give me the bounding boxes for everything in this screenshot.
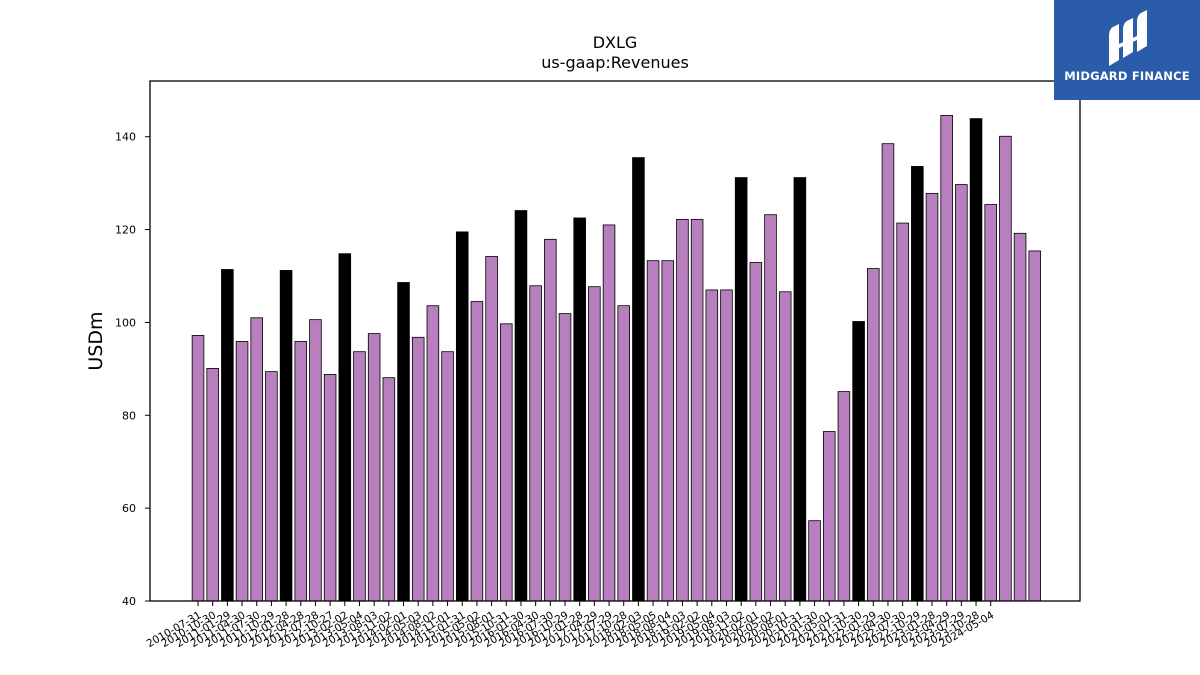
bar-27 xyxy=(588,286,601,602)
bar-24 xyxy=(544,238,557,602)
bar-21 xyxy=(500,323,513,602)
bar-51 xyxy=(940,114,953,602)
bar-10 xyxy=(338,253,352,602)
chart-subtitle: us-gaap:Revenues xyxy=(541,53,689,72)
logo-text: MIDGARD FINANCE xyxy=(1064,69,1190,83)
bar-54 xyxy=(984,204,997,602)
bar-53 xyxy=(969,118,983,602)
bar-28 xyxy=(602,224,616,602)
bar-40 xyxy=(778,291,792,602)
bar-20 xyxy=(485,256,498,602)
plot-area xyxy=(191,114,1042,602)
bar-50 xyxy=(925,192,939,602)
bar-56 xyxy=(1013,232,1027,602)
bar-4 xyxy=(250,317,263,602)
bar-5 xyxy=(265,371,278,602)
bar-22 xyxy=(514,210,528,602)
midgard-finance-logo: MIDGARD FINANCE xyxy=(1054,0,1200,100)
bar-42 xyxy=(808,520,821,602)
bar-32 xyxy=(661,260,675,602)
bar-11 xyxy=(353,351,366,602)
bar-18 xyxy=(455,231,469,602)
bar-34 xyxy=(690,218,704,602)
bar-37 xyxy=(734,177,748,602)
bar-48 xyxy=(896,222,909,602)
y-tick-label: 80 xyxy=(122,409,136,422)
bar-31 xyxy=(646,260,660,602)
bar-26 xyxy=(573,217,586,602)
bar-52 xyxy=(955,184,968,602)
y-axis-label: USDm xyxy=(85,311,107,370)
bar-45 xyxy=(852,321,865,602)
bar-38 xyxy=(749,262,763,602)
bar-6 xyxy=(279,270,293,602)
bar-25 xyxy=(558,313,572,602)
bar-8 xyxy=(309,319,322,602)
bar-1 xyxy=(206,367,219,602)
midgard-logo-icon xyxy=(1109,10,1147,66)
bar-39 xyxy=(764,214,777,602)
bar-43 xyxy=(822,431,836,602)
bar-55 xyxy=(999,135,1012,602)
bar-47 xyxy=(881,143,895,602)
bar-35 xyxy=(705,289,719,602)
bar-12 xyxy=(367,333,381,602)
bar-46 xyxy=(867,268,880,602)
y-tick-label: 140 xyxy=(115,131,136,144)
bar-41 xyxy=(793,177,807,602)
bar-3 xyxy=(235,341,249,602)
bar-13 xyxy=(382,377,396,602)
bar-19 xyxy=(470,301,484,602)
bar-2 xyxy=(221,269,234,602)
bar-7 xyxy=(294,341,308,602)
y-tick-label: 40 xyxy=(122,595,136,608)
bar-16 xyxy=(426,305,440,602)
y-tick-label: 100 xyxy=(115,316,136,329)
bar-0 xyxy=(191,335,205,602)
y-tick-label: 120 xyxy=(115,224,136,237)
bar-44 xyxy=(837,391,851,602)
bar-23 xyxy=(529,285,542,602)
y-axis: 40 60 80 100 120 140 xyxy=(115,131,150,608)
bar-17 xyxy=(441,351,454,602)
bar-33 xyxy=(676,218,689,602)
bar-36 xyxy=(720,289,733,602)
x-axis: 2010-07-312010-10-302011-01-292011-04-30… xyxy=(145,601,996,650)
bar-29 xyxy=(617,305,630,602)
bar-9 xyxy=(323,374,337,602)
bar-30 xyxy=(632,157,645,602)
bar-57 xyxy=(1028,250,1042,602)
y-tick-label: 60 xyxy=(122,502,136,515)
chart-title: DXLG xyxy=(593,33,638,52)
bar-14 xyxy=(397,282,410,602)
plot-frame xyxy=(149,80,1081,602)
bar-49 xyxy=(911,166,924,602)
bar-15 xyxy=(411,336,425,602)
